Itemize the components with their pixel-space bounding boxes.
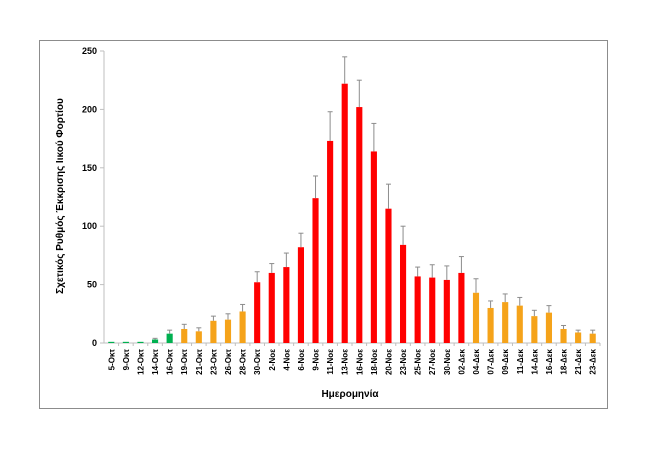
- x-tick-label: 23-Νοε: [399, 349, 408, 375]
- plot-area: 0 50 100 150 200 250 5-Οκτ 9-Οκτ 12-Οκτ 14-Οκτ 16-…: [82, 46, 601, 375]
- x-tick-label: 23-Οκτ: [209, 349, 218, 375]
- bar: [312, 198, 319, 343]
- bar: [166, 333, 173, 343]
- bar: [487, 307, 494, 343]
- bar: [195, 331, 202, 343]
- x-axis-title: Ημερομηνία: [321, 389, 379, 400]
- x-tick-label: 16-Δεκ: [545, 348, 554, 374]
- x-tick-label: 21-Οκτ: [195, 349, 204, 375]
- bar: [151, 339, 159, 343]
- bar: [443, 279, 450, 343]
- x-tick-label: 9-Οκτ: [122, 349, 131, 371]
- bar: [224, 319, 232, 343]
- x-tick-label: 26-Οκτ: [224, 349, 233, 375]
- x-tick-label: 16-Οκτ: [166, 349, 175, 375]
- bar: [516, 305, 523, 343]
- y-tick-label: 150: [82, 163, 97, 173]
- bar: [283, 267, 290, 343]
- x-tick-label: 16-Νοε: [355, 349, 364, 375]
- x-tick-label: 23-Δεκ: [589, 348, 598, 374]
- x-tick-label: 18-Δεκ: [560, 348, 569, 374]
- x-tick-label: 18-Νοε: [370, 349, 379, 375]
- x-tick-label: 09-Δεκ: [501, 348, 510, 374]
- x-tick-label: 5-Οκτ: [107, 349, 116, 371]
- bar: [399, 244, 407, 343]
- bar: [414, 276, 421, 343]
- x-tick-label: 2-Νοε: [268, 349, 277, 371]
- bar: [268, 272, 275, 343]
- x-tick-label: 14-Οκτ: [151, 349, 160, 375]
- bar: [297, 247, 305, 343]
- bar: [341, 83, 348, 343]
- bar: [429, 277, 436, 343]
- y-tick-label: 0: [92, 338, 97, 348]
- bar: [108, 341, 115, 343]
- x-tick-label: 11-Δεκ: [516, 348, 525, 374]
- bar: [531, 316, 538, 343]
- x-tick-label: 20-Νοε: [384, 349, 393, 375]
- bar: [575, 332, 582, 343]
- x-tick-label: 21-Δεκ: [574, 348, 583, 374]
- bar: [458, 272, 465, 343]
- bar: [370, 151, 377, 343]
- x-tick-label: 30-Νοε: [443, 349, 452, 375]
- bar: [254, 282, 261, 343]
- bar: [472, 292, 480, 343]
- x-tick-label: 04-Δεκ: [472, 348, 481, 374]
- x-tick-label: 02-Δεκ: [457, 348, 466, 374]
- bar: [560, 328, 567, 343]
- chart-frame: [39, 40, 608, 409]
- x-tick-label: 12-Οκτ: [136, 349, 145, 375]
- bar: [545, 312, 553, 343]
- x-tick-label: 13-Νοε: [341, 349, 350, 375]
- bar: [589, 333, 596, 343]
- bar: [181, 328, 188, 343]
- bar: [502, 302, 509, 343]
- x-tick-label: 14-Δεκ: [530, 348, 539, 374]
- y-tick-label: 200: [82, 104, 97, 114]
- x-tick-label: 25-Νοε: [414, 349, 423, 375]
- y-axis-title: Σχετικός Ρυθμός Έκκρισης Ιικού Φορτίου: [55, 98, 66, 294]
- x-tick-label: 30-Οκτ: [253, 349, 262, 375]
- x-tick-label: 19-Οκτ: [180, 349, 189, 375]
- bar: [122, 341, 129, 343]
- bar: [356, 107, 363, 344]
- x-tick-label: 6-Νοε: [297, 349, 306, 371]
- x-tick-label: 27-Νοε: [428, 349, 437, 375]
- bar: [137, 341, 144, 343]
- x-tick-label: 07-Δεκ: [487, 348, 496, 374]
- x-tick-label: 28-Οκτ: [239, 349, 248, 375]
- x-tick-label: 11-Νοε: [326, 349, 335, 375]
- x-tick-label: 9-Νοε: [312, 349, 321, 371]
- bar: [385, 208, 392, 343]
- y-tick-label: 250: [82, 46, 97, 56]
- bar: [210, 320, 217, 343]
- bar: [327, 140, 334, 343]
- y-tick-label: 100: [82, 221, 97, 231]
- x-tick-label: 4-Νοε: [282, 349, 291, 371]
- y-tick-label: 50: [87, 280, 97, 290]
- bar: [239, 311, 246, 343]
